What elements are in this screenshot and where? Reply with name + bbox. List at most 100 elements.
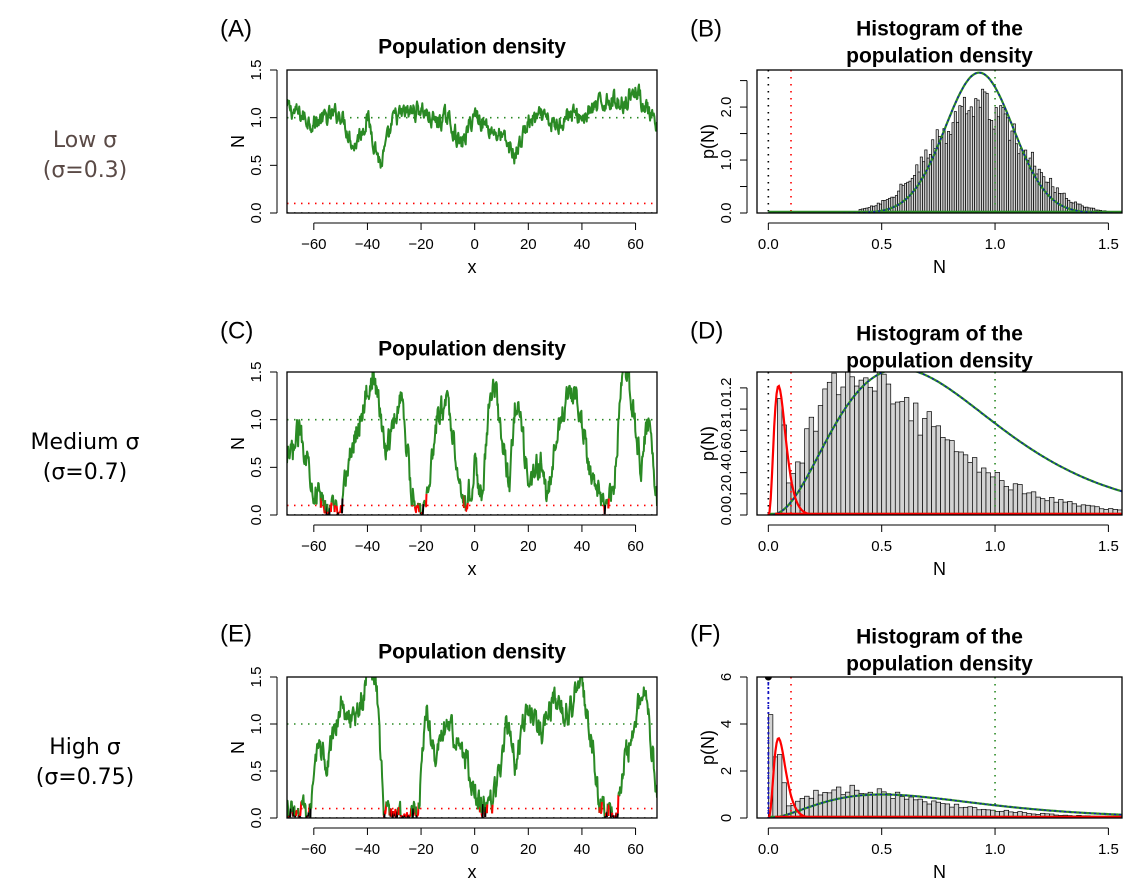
x-tick-label: 1.5 [1098,236,1119,253]
panel-letter: (E) [220,620,252,647]
row-label-line1: Low σ [52,128,118,153]
trajectory-segment [288,808,292,818]
x-tick-label: 40 [574,538,591,555]
histogram-bar [876,372,883,515]
plot-frame [756,69,1123,214]
histogram-bar [1008,489,1014,515]
y-tick-label: 0 [718,814,735,822]
plot-area [287,372,657,515]
histogram-bar [940,437,946,515]
trajectory-segment [341,498,344,514]
chart-title-line1: Histogram of the [856,626,1023,649]
histogram-bar [876,788,883,818]
histogram-bar [858,793,864,818]
histogram-bar [885,793,892,818]
trajectory-segment [385,800,391,816]
y-tick-label: 1.0 [248,107,265,128]
histogram-bar [817,405,824,515]
histogram-bar [944,439,951,515]
x-tick-label: −40 [355,236,380,253]
x-axis-label: x [468,559,477,579]
x-tick-label: −60 [301,236,326,253]
trajectory-segment [411,487,416,507]
trajectory-segment [404,812,409,818]
trajectory-segment [482,795,486,813]
y-tick-label: 0.5 [248,457,265,478]
histogram-bar [822,388,828,515]
y-tick-label: 0.5 [248,155,265,176]
panel-f: (F) Histogram of the population density 0.0… [690,620,1123,882]
histogram-bar [913,402,919,515]
y-tick-label: 1.5 [248,60,265,81]
x-tick-label: 0 [471,236,479,253]
trajectory-segment [607,804,610,817]
histogram-bar [935,801,941,818]
row-label-line1: Medium σ [30,430,140,455]
histogram-bar [931,426,937,515]
x-tick-label: −40 [355,841,380,858]
histogram-bar [908,796,914,818]
trajectory-segment [294,815,297,818]
chart-title-line2: population density [846,653,1033,676]
y-axis-label: p(N) [698,124,718,159]
histogram-bar [826,792,833,818]
histogram-bar [867,791,873,818]
histogram-bar [872,390,878,515]
plot-frame [756,371,1123,516]
row-label-line1: High σ [49,735,121,760]
plot-area [287,83,657,213]
histogram-bar [908,420,914,515]
x-tick-label: −60 [301,841,326,858]
chart-title-line2: population density [846,45,1033,68]
fit-curve-blue-dotted [768,372,1122,515]
zero-spike-point [764,677,772,681]
histogram-bar [835,786,842,818]
histogram-bar [858,379,864,515]
histogram-bar [958,451,964,515]
histogram-bar [890,798,896,818]
trajectory-segment [307,812,310,817]
histogram-bar [976,471,982,515]
chart-title-line2: population density [846,350,1033,373]
trajectory-segment [486,789,494,814]
trajectory-segment [411,808,415,818]
trajectory-segment [390,808,393,817]
trajectory-segment [491,804,494,814]
histogram-bar [881,791,887,818]
x-tick-label: −20 [408,236,433,253]
row-label-low-sigma: Low σ (σ=0.3) [0,126,170,186]
trajectory-segment [326,511,330,514]
y-tick-label: 1.0 [248,714,265,735]
trajectory-segment [333,504,337,513]
histogram-bar [935,425,941,515]
y-tick-label: 0.0 [248,808,265,829]
trajectory-segment [463,494,467,511]
histogram-bar [808,797,815,818]
fit-curve-blue-dotted [768,793,1122,818]
histogram-bar [863,377,869,515]
y-tick-label: 1.5 [248,667,265,688]
histogram-bar [894,401,901,515]
trajectory-segment [319,497,323,508]
x-tick-label: 60 [627,538,644,555]
histogram-bar [777,398,783,515]
histogram-bar [835,394,842,515]
trajectory-segment [617,686,657,798]
histogram-bar [967,461,973,515]
trajectory-segment [299,801,303,817]
histogram-bar [962,454,969,515]
trajectory-segment [481,803,485,818]
x-tick-label: 1.5 [1098,538,1119,555]
trajectory-segment [330,494,335,506]
y-tick-label: 0.0 [248,505,265,526]
trajectory-segment [289,800,294,813]
trajectory-segment [616,813,619,818]
y-tick-label: 0.0 [248,203,265,224]
trajectory-segment [491,677,601,813]
x-tick-label: 60 [627,236,644,253]
y-tick-label: 6 [718,673,735,681]
trajectory-segment [341,372,413,507]
histogram-bar [904,798,910,818]
histogram-bar [1040,498,1046,515]
x-tick-label: 0.5 [871,236,892,253]
